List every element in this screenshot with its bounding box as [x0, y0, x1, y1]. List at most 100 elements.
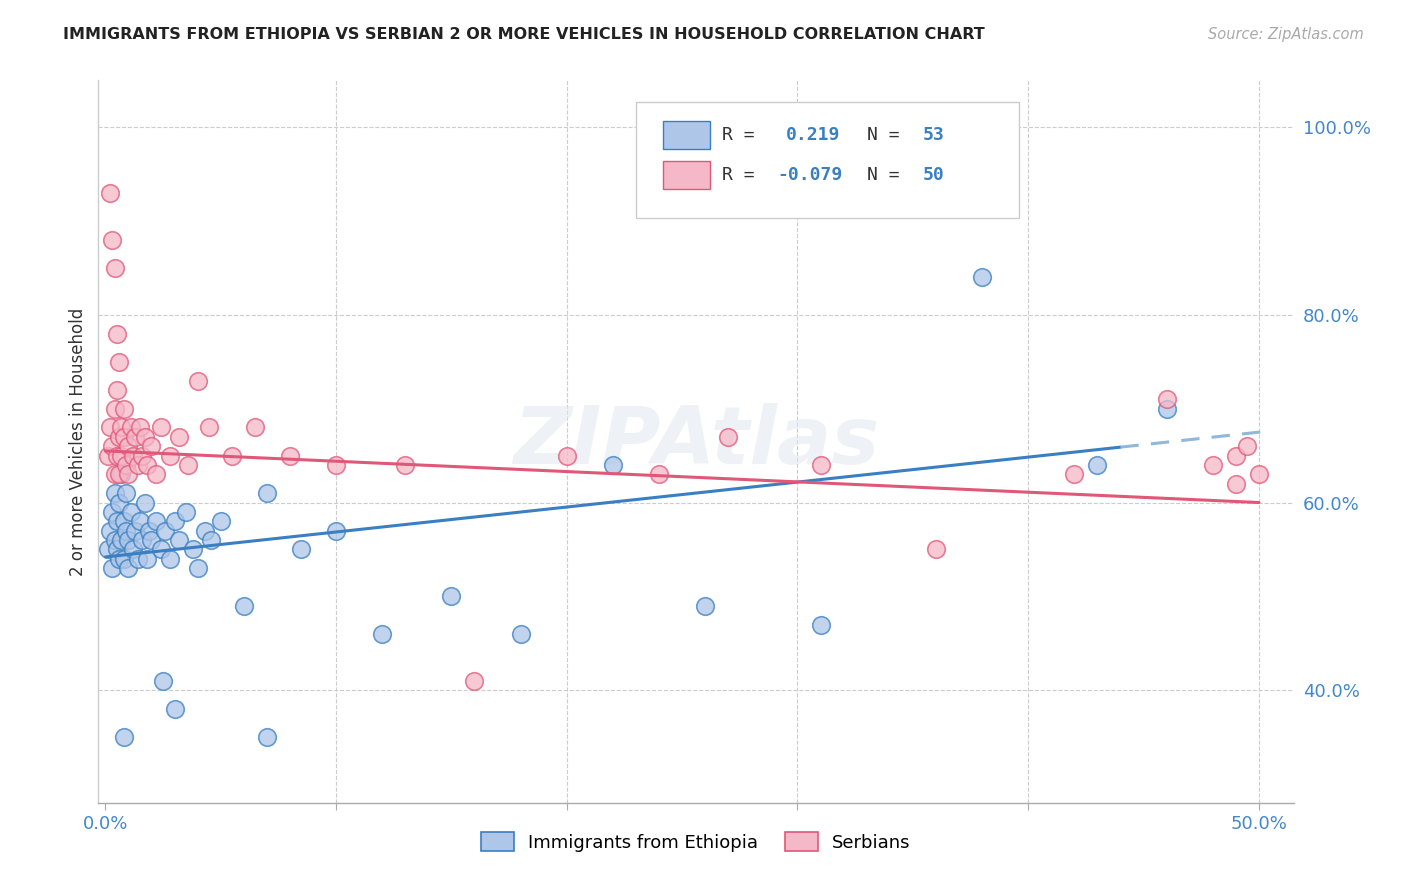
Text: IMMIGRANTS FROM ETHIOPIA VS SERBIAN 2 OR MORE VEHICLES IN HOUSEHOLD CORRELATION : IMMIGRANTS FROM ETHIOPIA VS SERBIAN 2 OR…	[63, 27, 986, 42]
Point	[325, 524, 347, 538]
Point	[103, 260, 125, 275]
Point	[1202, 458, 1225, 472]
Point	[127, 551, 149, 566]
Point	[717, 430, 740, 444]
Point	[115, 486, 138, 500]
Point	[97, 542, 120, 557]
Point	[245, 420, 267, 434]
Y-axis label: 2 or more Vehicles in Household: 2 or more Vehicles in Household	[69, 308, 87, 575]
Point	[149, 542, 172, 557]
Point	[124, 524, 146, 538]
Point	[105, 514, 128, 528]
Point	[149, 420, 172, 434]
Point	[112, 401, 135, 416]
Point	[1063, 467, 1085, 482]
Point	[105, 383, 128, 397]
Point	[108, 467, 131, 482]
Point	[134, 430, 156, 444]
Point	[163, 514, 186, 528]
Point	[1156, 401, 1178, 416]
Point	[970, 270, 993, 285]
Point	[117, 467, 139, 482]
Point	[129, 514, 152, 528]
Point	[810, 617, 832, 632]
Point	[163, 702, 186, 716]
Point	[115, 458, 138, 472]
Point	[101, 561, 124, 575]
Point	[1247, 467, 1270, 482]
Point	[167, 533, 190, 547]
Text: -0.079: -0.079	[778, 166, 842, 184]
Point	[555, 449, 578, 463]
Point	[103, 533, 125, 547]
Text: Source: ZipAtlas.com: Source: ZipAtlas.com	[1208, 27, 1364, 42]
Point	[131, 533, 153, 547]
Point	[463, 673, 485, 688]
Point	[135, 551, 157, 566]
Point	[98, 186, 121, 200]
Point	[138, 524, 160, 538]
Point	[1225, 449, 1247, 463]
Point	[155, 524, 177, 538]
Point	[152, 673, 174, 688]
Point	[110, 533, 132, 547]
Text: N =: N =	[868, 126, 910, 145]
Point	[187, 561, 209, 575]
Text: N =: N =	[868, 166, 910, 184]
Text: R =: R =	[723, 126, 766, 145]
Point	[1087, 458, 1109, 472]
Point	[145, 514, 167, 528]
Point	[108, 430, 131, 444]
Point	[187, 374, 209, 388]
Point	[131, 449, 153, 463]
Point	[1156, 392, 1178, 407]
Point	[648, 467, 671, 482]
Point	[103, 467, 125, 482]
FancyBboxPatch shape	[637, 102, 1019, 218]
Bar	[662, 121, 710, 149]
Point	[394, 458, 416, 472]
Point	[120, 420, 142, 434]
Point	[141, 533, 163, 547]
Point	[108, 495, 131, 509]
Point	[105, 542, 128, 557]
Point	[810, 458, 832, 472]
Point	[103, 401, 125, 416]
Point	[256, 730, 278, 744]
Point	[103, 486, 125, 500]
Point	[325, 458, 347, 472]
Point	[232, 599, 254, 613]
Text: R =: R =	[723, 166, 766, 184]
Point	[440, 590, 463, 604]
Point	[1225, 476, 1247, 491]
Point	[108, 355, 131, 369]
Point	[101, 439, 124, 453]
Point	[112, 551, 135, 566]
Point	[98, 420, 121, 434]
Point	[209, 514, 232, 528]
Point	[110, 449, 132, 463]
Point	[101, 233, 124, 247]
Point	[98, 524, 121, 538]
Point	[290, 542, 312, 557]
Point	[509, 627, 531, 641]
Point	[159, 449, 181, 463]
Point	[110, 467, 132, 482]
Point	[122, 449, 145, 463]
Point	[112, 514, 135, 528]
Point	[108, 551, 131, 566]
Point	[278, 449, 301, 463]
Point	[127, 458, 149, 472]
Point	[198, 420, 221, 434]
Text: ZIPAtlas: ZIPAtlas	[513, 402, 879, 481]
Point	[256, 486, 278, 500]
Point	[122, 542, 145, 557]
Point	[159, 551, 181, 566]
Point	[181, 542, 204, 557]
Point	[117, 533, 139, 547]
Point	[135, 458, 157, 472]
Point	[200, 533, 222, 547]
Point	[134, 495, 156, 509]
Point	[129, 420, 152, 434]
Point	[117, 561, 139, 575]
